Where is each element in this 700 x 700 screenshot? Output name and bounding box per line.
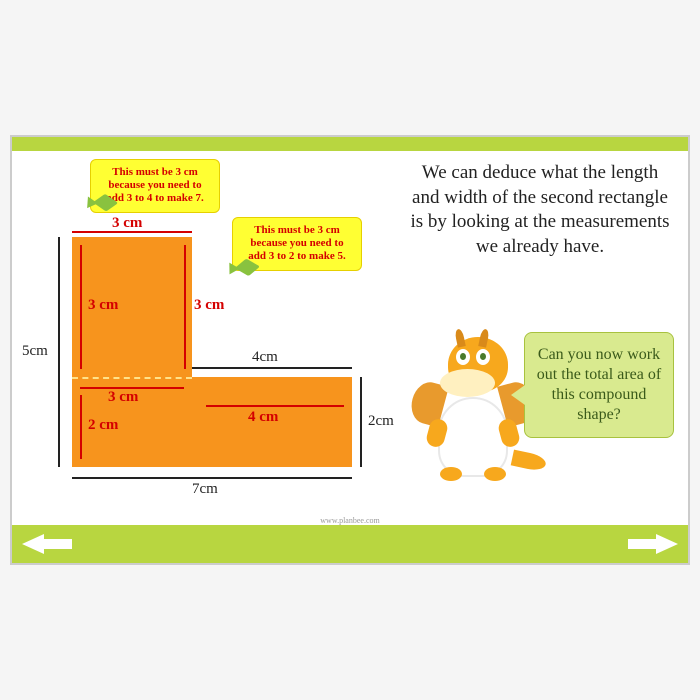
slide: We can deduce what the length and width … <box>10 135 690 565</box>
dim-bar <box>206 405 344 407</box>
dim-bar <box>80 245 82 369</box>
compound-shape-diagram: 3 cm 3 cm 3 cm 3 cm 2 cm 4 cm 5cm 7cm 4c… <box>52 237 372 497</box>
dim-label: 3 cm <box>108 389 138 406</box>
dim-label: 2 cm <box>88 417 118 434</box>
dashed-divider <box>72 377 192 379</box>
dim-bar <box>192 367 352 369</box>
dim-label: 5cm <box>22 343 48 360</box>
bottom-bar <box>12 525 688 563</box>
next-arrow-icon[interactable] <box>656 534 678 554</box>
dim-bar <box>58 237 60 467</box>
footer-url: www.planbee.com <box>12 516 688 525</box>
dim-bar <box>72 477 352 479</box>
prev-arrow-icon[interactable] <box>22 534 44 554</box>
dim-label: 3 cm <box>88 297 118 314</box>
dim-bar <box>184 245 186 369</box>
dim-label: 3 cm <box>194 297 224 314</box>
dim-label: 4 cm <box>248 409 278 426</box>
dim-bar <box>360 377 362 467</box>
dim-label: 2cm <box>368 413 394 430</box>
dim-label: 3 cm <box>112 215 142 232</box>
main-explanation: We can deduce what the length and width … <box>410 161 670 260</box>
top-bar <box>12 137 688 151</box>
dim-label: 7cm <box>192 481 218 498</box>
speech-bubble: Can you now work out the total area of t… <box>524 332 674 438</box>
dim-bar <box>80 395 82 459</box>
dim-label: 4cm <box>252 349 278 366</box>
